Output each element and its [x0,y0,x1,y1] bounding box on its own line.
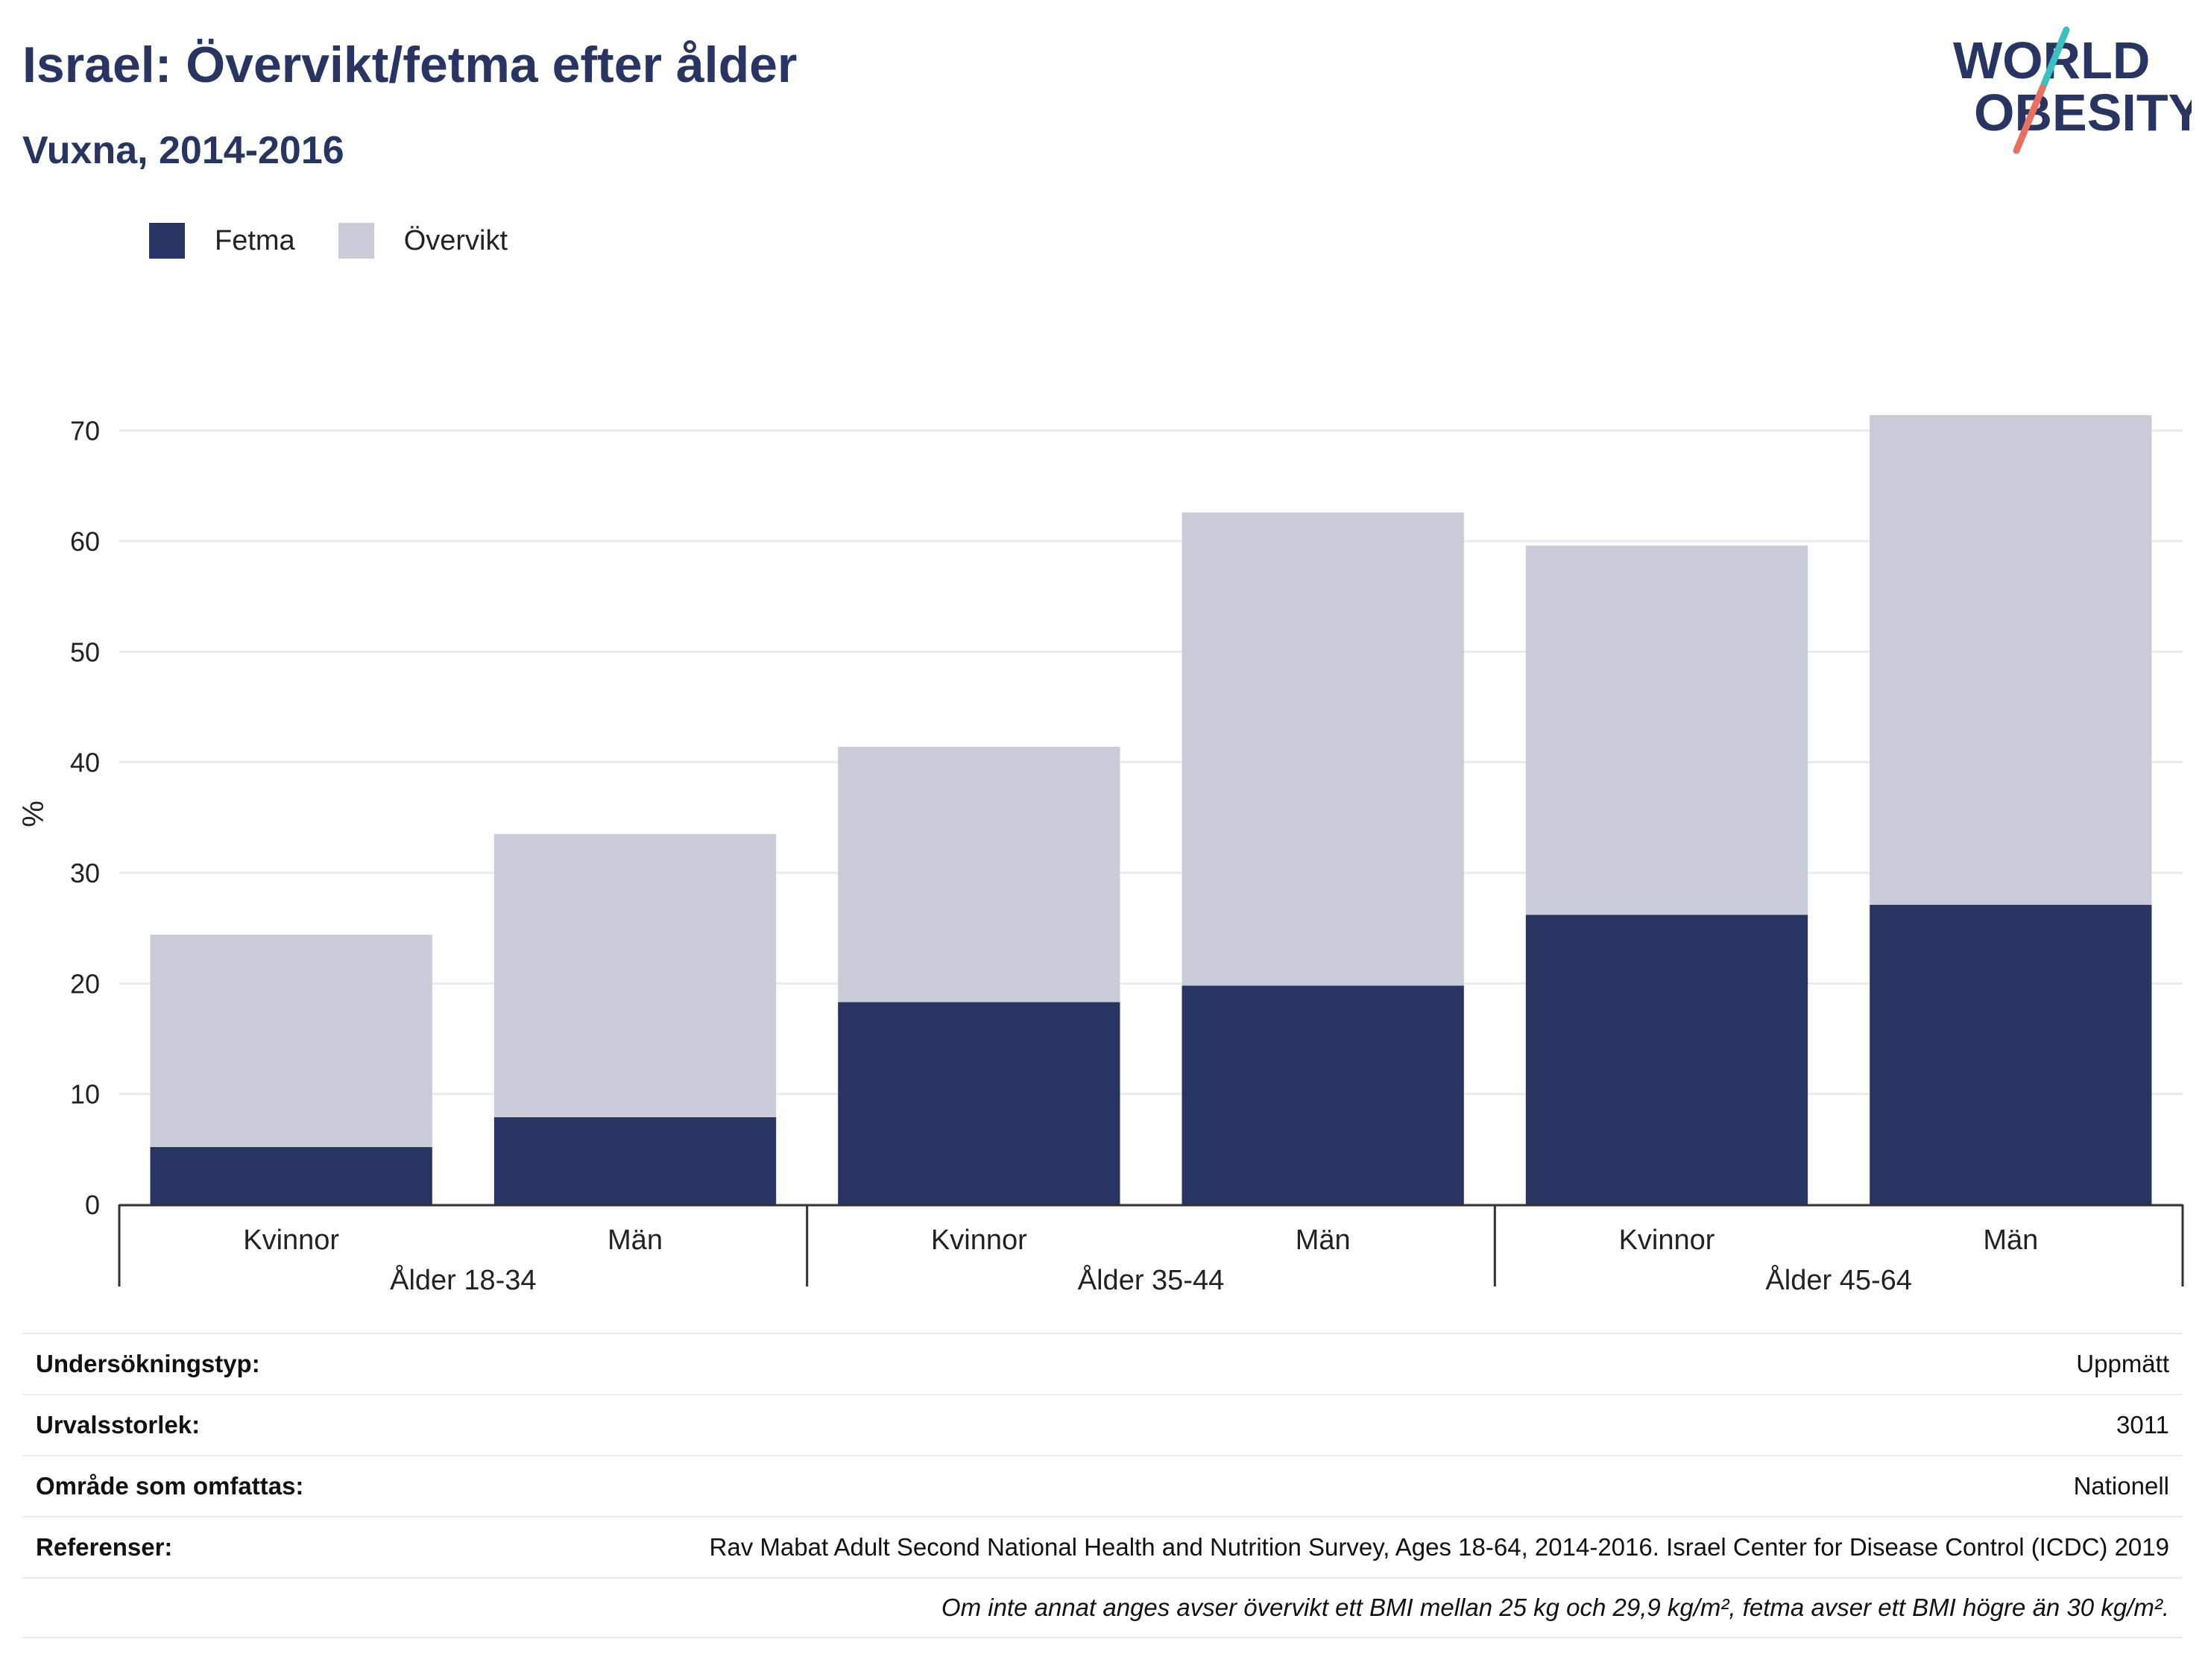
survey-info-table: Undersökningstyp: Uppmätt Urvalsstorlek:… [22,1333,2183,1638]
info-row-coverage: Område som omfattas: Nationell [22,1455,2183,1516]
y-tick-label: 70 [70,416,100,446]
legend-label-fetma: Fetma [215,224,295,256]
y-tick-label: 50 [70,637,100,667]
bar-overvikt [493,834,777,1117]
x-tick-label: Kvinnor [243,1225,339,1256]
group-label: Ålder 45-64 [1765,1263,1911,1296]
info-footnote: Om inte annat anges avser övervikt ett B… [22,1577,2183,1638]
bar-fetma [1182,985,1464,1204]
x-tick-label: Män [1983,1225,2038,1256]
legend-label-overvikt: Övervikt [403,224,508,256]
info-row-references: Referenser: Rav Mabat Adult Second Natio… [22,1516,2183,1577]
legend-swatch-overvikt [338,223,374,259]
info-row-survey-type: Undersökningstyp: Uppmätt [22,1333,2183,1394]
info-value: Rav Mabat Adult Second National Health a… [709,1533,2169,1561]
world-obesity-logo: WORLD OBESITY [1953,26,2192,154]
footnote-text: Om inte annat anges avser övervikt ett B… [941,1594,2169,1621]
x-tick-label: Män [608,1225,663,1256]
bar-fetma [838,1002,1120,1204]
y-tick-label: 20 [70,968,100,999]
logo-slash-teal [2039,26,2070,92]
y-tick-label: 60 [70,526,100,557]
legend-swatch-fetma [149,223,185,259]
info-row-sample-size: Urvalsstorlek: 3011 [22,1394,2183,1455]
y-tick-label: 40 [70,748,100,778]
group-label: Ålder 35-44 [1078,1263,1224,1296]
bar-fetma [493,1117,777,1204]
logo-line2: OBESITY [1974,83,2192,142]
info-label: Undersökningstyp: [36,1350,260,1377]
info-value: Nationell [2073,1472,2169,1500]
legend-item-overvikt[interactable]: Övervikt [338,223,508,259]
x-tick-label: Män [1296,1225,1351,1256]
info-label: Urvalsstorlek: [36,1411,201,1439]
y-tick-label: 30 [70,858,100,888]
info-value: Uppmätt [2076,1350,2169,1377]
logo-slash-coral [2013,84,2046,154]
y-tick-label: 0 [85,1190,100,1220]
chart-legend: Fetma Övervikt [149,221,551,261]
y-axis-title: % [17,800,50,827]
stacked-bar-chart: 0 10 20 30 40 50 60 70% Kvinnor Män Kvinnor Män Kvin… [17,414,2184,1296]
info-label: Referenser: [36,1533,173,1561]
legend-item-fetma[interactable]: Fetma [149,223,295,259]
bar-fetma [150,1146,432,1204]
bar-overvikt [838,746,1120,1002]
bar-fetma [1870,905,2152,1204]
chart-subtitle: Vuxna, 2014-2016 [22,129,344,172]
bar-overvikt [1525,545,1808,915]
chart-title: Israel: Övervikt/fetma efter ålder [22,37,798,93]
x-tick-label: Kvinnor [931,1225,1027,1256]
bar-overvikt [1870,414,2152,906]
bar-overvikt [150,935,432,1147]
y-tick-label: 10 [70,1079,100,1110]
x-tick-label: Kvinnor [1619,1225,1715,1256]
group-label: Ålder 18-34 [390,1263,536,1296]
info-label: Område som omfattas: [36,1472,304,1500]
bar-fetma [1525,915,1808,1204]
info-value: 3011 [2116,1411,2169,1439]
bar-overvikt [1182,512,1464,986]
